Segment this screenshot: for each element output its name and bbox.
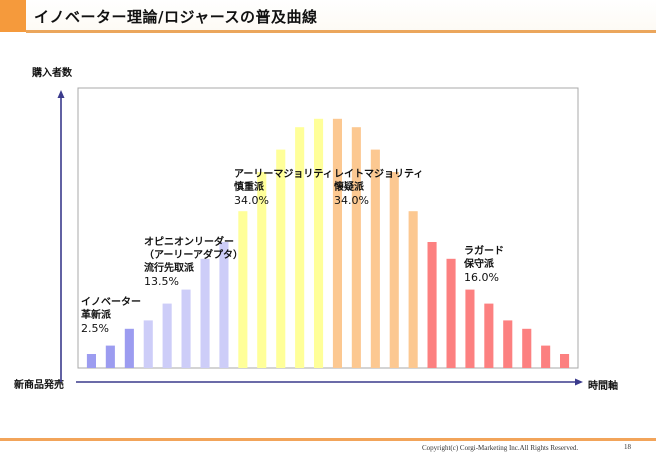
label-laggard-name: ラガード (464, 246, 504, 257)
bar-26 (560, 354, 570, 368)
y-axis-arrow-icon (57, 90, 65, 98)
label-early-adopter: オピニオンリーダー （アーリーアダプタ） 流行先取派 13.5% (144, 236, 243, 288)
label-late-majority-name: レイトマジョリティ (334, 169, 424, 180)
x-axis-arrow-icon (575, 378, 583, 386)
x-axis-label: 時間軸 (588, 381, 618, 392)
bar-13 (314, 118, 324, 368)
label-late-majority-sub: 懐疑派 (334, 182, 364, 193)
bar-17 (389, 172, 399, 368)
label-early-adopter-name2: （アーリーアダプタ） (144, 250, 243, 261)
bar-18 (408, 211, 418, 368)
bar-25 (541, 345, 551, 368)
bar-6 (181, 289, 191, 368)
label-laggard-pct: 16.0% (464, 271, 499, 284)
bar-24 (522, 328, 532, 368)
label-early-majority-pct: 34.0% (234, 194, 269, 207)
bar-12 (295, 127, 305, 368)
title-underline (26, 30, 656, 33)
bar-23 (503, 320, 513, 368)
label-early-majority-name: アーリーマジョリティ (234, 169, 333, 180)
label-laggard-sub: 保守派 (464, 259, 494, 270)
label-early-adopter-pct: 13.5% (144, 275, 179, 288)
bar-22 (484, 303, 494, 368)
label-innovator-name: イノベーター (81, 297, 141, 308)
label-early-adopter-name: オピニオンリーダー (144, 237, 234, 248)
bar-21 (465, 289, 475, 368)
label-early-majority-sub: 慎重派 (234, 182, 264, 193)
footer-rule (0, 438, 656, 441)
bar-15 (351, 127, 361, 368)
bar-10 (257, 172, 267, 368)
title-bar: イノベーター理論/ロジャースの普及曲線 (0, 0, 656, 33)
label-early-adopter-sub: 流行先取派 (144, 263, 194, 274)
bar-5 (162, 303, 172, 368)
page-number: 18 (624, 443, 631, 451)
label-late-majority: レイトマジョリティ 懐疑派 34.0% (334, 168, 423, 207)
bars-group (86, 118, 570, 368)
bar-19 (427, 242, 437, 368)
label-laggard: ラガード 保守派 16.0% (464, 245, 504, 284)
bar-7 (200, 258, 210, 368)
label-innovator-pct: 2.5% (81, 322, 109, 335)
y-axis-label: 購入者数 (32, 68, 72, 79)
bar-4 (143, 320, 153, 368)
label-innovator: イノベーター 革新派 2.5% (81, 296, 141, 335)
copyright-text: Copyright(c) Corgi-Marketing Inc.All Rig… (422, 444, 579, 452)
page-title: イノベーター理論/ロジャースの普及曲線 (34, 8, 318, 26)
bar-8 (219, 242, 229, 368)
bar-11 (276, 149, 286, 368)
label-late-majority-pct: 34.0% (334, 194, 369, 207)
bar-1 (86, 354, 96, 368)
bar-2 (105, 345, 115, 368)
title-accent-block (0, 0, 26, 32)
plot-area (77, 87, 579, 369)
bar-14 (332, 118, 342, 368)
origin-label: 新商品発売 (14, 380, 64, 391)
bar-20 (446, 258, 456, 368)
bar-16 (370, 149, 380, 368)
label-early-majority: アーリーマジョリティ 慎重派 34.0% (234, 168, 333, 207)
bar-9 (238, 211, 248, 368)
bar-3 (124, 328, 134, 368)
label-innovator-sub: 革新派 (81, 310, 111, 321)
